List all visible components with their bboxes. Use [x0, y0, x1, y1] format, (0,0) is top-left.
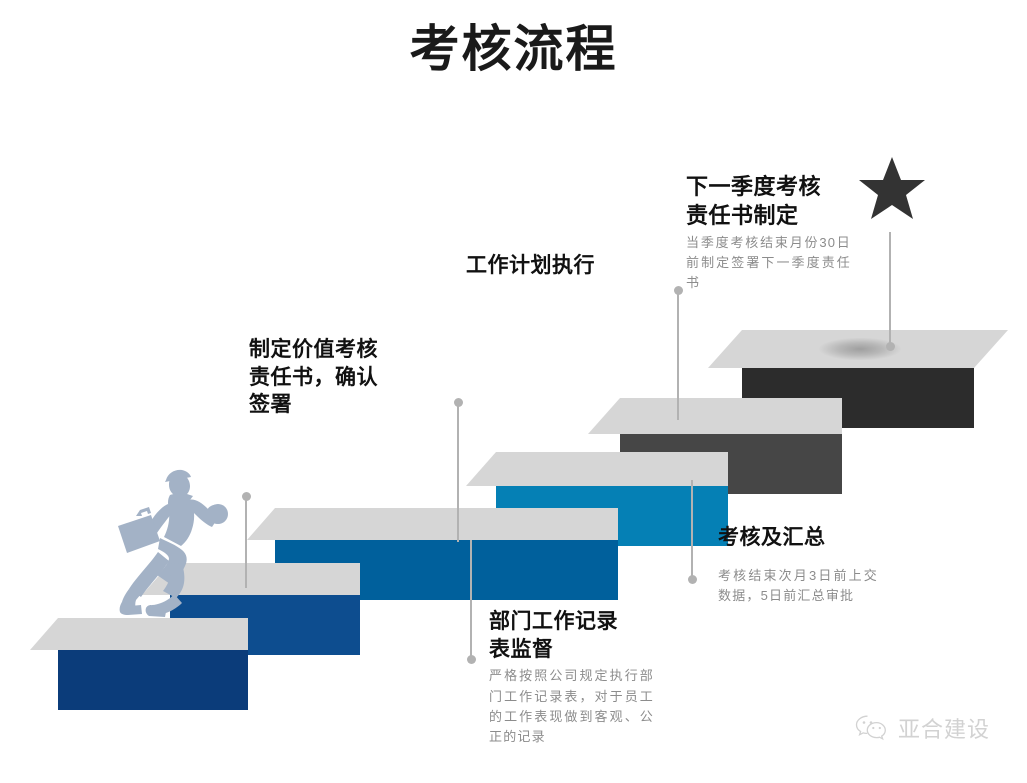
label-xiayi-desc: 当季度考核结束月份30日前制定签署下一季度责任书 [686, 235, 851, 291]
connector-gongzuo [673, 286, 683, 420]
connector-line [691, 480, 693, 580]
connector-line [470, 540, 472, 660]
connector-walker [241, 492, 251, 588]
watermark-text: 亚合建设 [898, 717, 991, 742]
connector-line [457, 402, 459, 542]
connector-dot [453, 398, 463, 407]
step-2 [142, 563, 360, 655]
label-zhiding-heading: 制定价值考核 责任书，确认 签署 [249, 338, 378, 417]
connector-dot [885, 342, 895, 351]
step-1-front-face [58, 650, 248, 710]
label-kaohe-heading: 考核及汇总 [718, 526, 826, 549]
wechat-icon [855, 715, 886, 741]
connector-dot [466, 655, 476, 664]
label-kaohe-desc: 考核结束次月3日前上交数据，5日前汇总审批 [718, 567, 878, 603]
step-6-top-face [708, 330, 1008, 368]
connector-xiayi [885, 232, 895, 351]
step-3-top-face [247, 508, 618, 540]
businessman-climbing-icon [118, 469, 228, 617]
step-1-top-face [30, 618, 248, 650]
step-4-top-face [466, 452, 728, 486]
label-kaohe: 考核及汇总 考核结束次月3日前上交数据，5日前汇总审批 [718, 524, 878, 606]
label-zhiding: 制定价值考核 责任书，确认 签署 [249, 336, 439, 419]
step-2-top-face [142, 563, 360, 595]
label-xiayi-heading: 下一季度考核 责任书制定 [686, 174, 822, 229]
label-gongzuo-heading: 工作计划执行 [466, 254, 595, 277]
connector-dot [241, 492, 251, 501]
connector-dot [673, 286, 683, 295]
connector-dot [687, 575, 697, 584]
label-bumen-desc: 严格按照公司规定执行部门工作记录表，对于员工的工作表现做到客观、公正的记录 [489, 668, 654, 744]
connector-line [677, 290, 679, 420]
connector-line [889, 232, 891, 347]
step-1 [30, 618, 248, 710]
connector-bumen [466, 540, 476, 664]
watermark: 亚合建设 [855, 712, 990, 744]
label-gongzuo: 工作计划执行 [466, 252, 676, 280]
page-title: 考核流程 [409, 21, 618, 77]
connector-kaohe [687, 480, 697, 584]
label-bumen-heading: 部门工作记录 表监督 [489, 610, 618, 661]
connector-line [245, 496, 247, 588]
label-bumen: 部门工作记录 表监督 严格按照公司规定执行部门工作记录表，对于员工的工作表现做到… [489, 608, 654, 747]
star-icon [859, 157, 925, 219]
label-xiayi: 下一季度考核 责任书制定 当季度考核结束月份30日前制定签署下一季度责任书 [686, 172, 851, 293]
connector-zhiding [453, 398, 463, 542]
step-5-top-face [588, 398, 842, 434]
